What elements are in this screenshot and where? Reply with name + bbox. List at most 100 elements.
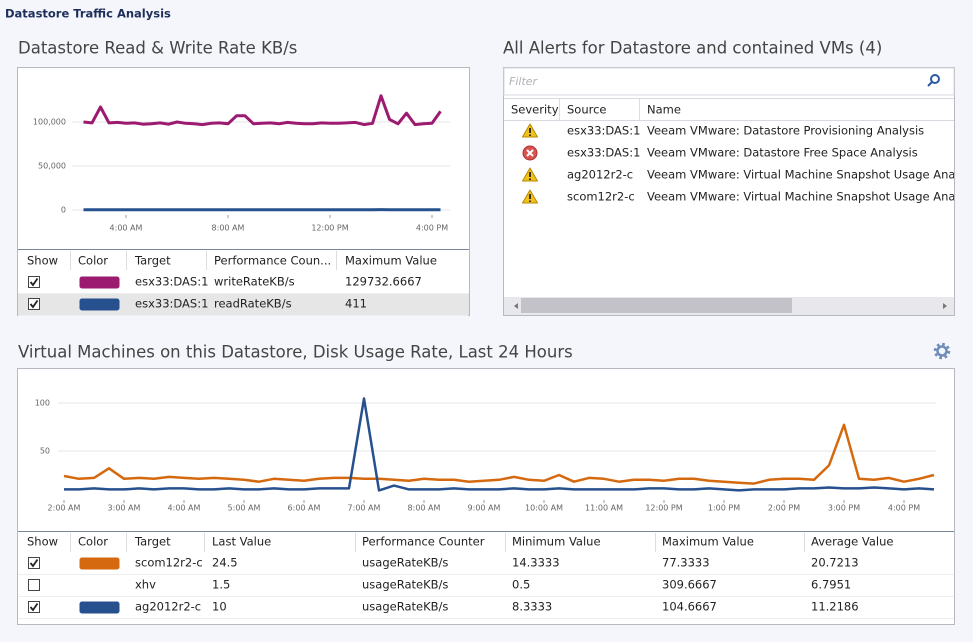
x-tick-label: 8:00 AM bbox=[212, 224, 245, 233]
panel-title: Datastore Read & Write Rate KB/s bbox=[18, 39, 297, 58]
cell: usageRateKB/s bbox=[362, 578, 448, 592]
x-tick-label: 4:00 PM bbox=[888, 504, 920, 513]
x-tick-label: 9:00 AM bbox=[468, 504, 501, 513]
checkbox[interactable] bbox=[28, 601, 40, 613]
series-line bbox=[64, 397, 935, 492]
cell: Veeam VMware: Datastore Provisioning Ana… bbox=[647, 124, 924, 138]
x-tick-label: 7:00 AM bbox=[348, 504, 381, 513]
y-tick-label: 50,000 bbox=[38, 162, 66, 171]
column-header: Last Value bbox=[212, 535, 271, 549]
x-tick-label: 10:00 AM bbox=[525, 504, 563, 513]
checkbox[interactable] bbox=[28, 298, 40, 310]
column-separators bbox=[70, 533, 805, 552]
cell: 129732.6667 bbox=[345, 275, 422, 289]
x-tick-label: 2:00 PM bbox=[768, 504, 800, 513]
alerts-frame[interactable] bbox=[503, 67, 955, 316]
cell: 6.7951 bbox=[811, 578, 851, 592]
series-line bbox=[83, 94, 442, 127]
cell: usageRateKB/s bbox=[362, 556, 448, 570]
checkbox-box bbox=[28, 579, 40, 591]
checkbox[interactable] bbox=[28, 557, 40, 569]
cell: esx33:DAS:1 bbox=[567, 124, 640, 138]
cell: 10 bbox=[212, 600, 227, 614]
cell: readRateKB/s bbox=[214, 297, 292, 311]
x-tick-label: 2:00 AM bbox=[48, 504, 81, 513]
cell: 77.3333 bbox=[662, 556, 710, 570]
icon-glyph bbox=[526, 149, 534, 157]
x-tick-label: 5:00 AM bbox=[228, 504, 261, 513]
search-icon[interactable] bbox=[927, 74, 940, 87]
x-tick-label: 4:00 PM bbox=[416, 224, 448, 233]
y-tick-label: 50 bbox=[40, 447, 50, 456]
column-header: Performance Coun... bbox=[214, 254, 331, 268]
cell: 14.3333 bbox=[512, 556, 560, 570]
column-header: Show bbox=[27, 535, 58, 549]
cell: writeRateKB/s bbox=[214, 275, 295, 289]
x-tick-label: 4:00 AM bbox=[168, 504, 201, 513]
cell: 0.5 bbox=[512, 578, 530, 592]
check-mark bbox=[29, 299, 39, 309]
check-mark bbox=[29, 558, 39, 568]
filter-box[interactable] bbox=[503, 67, 955, 96]
cell: 1.5 bbox=[212, 578, 230, 592]
cell: esx33:DAS:1 bbox=[135, 297, 208, 311]
check-mark bbox=[29, 602, 39, 612]
column-header: Maximum Value bbox=[662, 535, 754, 549]
color-swatch bbox=[79, 557, 120, 570]
color-swatch bbox=[79, 579, 120, 592]
page-title: Datastore Traffic Analysis bbox=[5, 7, 171, 21]
x-tick-label: 11:00 AM bbox=[585, 504, 623, 513]
x-tick-label: 4:00 AM bbox=[110, 224, 143, 233]
column-header: Severity bbox=[511, 103, 559, 117]
color-swatch bbox=[79, 276, 120, 289]
checkbox[interactable] bbox=[28, 579, 40, 591]
filter-placeholder: Filter bbox=[509, 75, 539, 88]
color-swatch bbox=[79, 298, 120, 311]
x-tick-label: 3:00 PM bbox=[828, 504, 860, 513]
y-tick-label: 0 bbox=[61, 206, 66, 215]
panel-title: Virtual Machines on this Datastore, Disk… bbox=[18, 343, 573, 362]
checkbox[interactable] bbox=[28, 276, 40, 288]
column-header: Color bbox=[78, 535, 108, 549]
column-header: Target bbox=[134, 535, 171, 549]
x-tick-label: 1:00 PM bbox=[708, 504, 740, 513]
x-tick-label: 12:00 PM bbox=[311, 224, 348, 233]
color-swatch bbox=[79, 601, 120, 614]
cell: 411 bbox=[345, 297, 367, 311]
cell: 104.6667 bbox=[662, 600, 717, 614]
cell: ag2012r2-c bbox=[567, 168, 633, 182]
error-icon bbox=[522, 145, 538, 161]
column-separators bbox=[559, 99, 640, 120]
scrollbar[interactable] bbox=[504, 297, 954, 315]
column-header: Minimum Value bbox=[512, 535, 601, 549]
warning-icon bbox=[522, 167, 538, 182]
column-header: Source bbox=[567, 103, 607, 117]
cell: 11.2186 bbox=[811, 600, 859, 614]
column-header: Name bbox=[647, 103, 681, 117]
cell: esx33:DAS:1 bbox=[135, 275, 208, 289]
alert-rows: esx33:DAS:1 Veeam VMware: Datastore Provi… bbox=[522, 123, 973, 204]
series-line bbox=[63, 423, 935, 485]
column-header: Show bbox=[27, 254, 58, 268]
settings-icon[interactable] bbox=[933, 342, 951, 360]
column-header: Performance Counter bbox=[362, 535, 485, 549]
x-tick-label: 12:00 PM bbox=[645, 504, 682, 513]
x-tick-label: 3:00 AM bbox=[108, 504, 141, 513]
cell: scom12r2-c bbox=[135, 556, 203, 570]
cell: ag2012r2-c bbox=[135, 600, 201, 614]
cell: 20.7213 bbox=[811, 556, 859, 570]
cell: Veeam VMware: Virtual Machine Snapshot U… bbox=[647, 190, 973, 204]
cell: 309.6667 bbox=[662, 578, 717, 592]
cell: 24.5 bbox=[212, 556, 238, 570]
chart-frame bbox=[17, 67, 470, 316]
cell: Veeam VMware: Datastore Free Space Analy… bbox=[647, 146, 918, 160]
cell: Veeam VMware: Virtual Machine Snapshot U… bbox=[647, 168, 973, 182]
cell: esx33:DAS:1 bbox=[567, 146, 640, 160]
y-tick-label: 100,000 bbox=[33, 118, 66, 127]
check-mark bbox=[29, 277, 39, 287]
cell: xhv bbox=[135, 578, 156, 592]
cell: scom12r2-c bbox=[567, 190, 635, 204]
column-header: Color bbox=[78, 254, 108, 268]
